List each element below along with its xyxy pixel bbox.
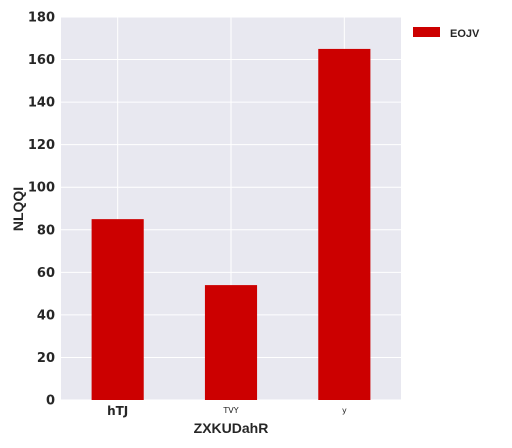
bars xyxy=(91,48,371,401)
y-tick-label: 180 xyxy=(28,11,55,26)
bar-hTJ xyxy=(91,219,144,400)
legend: EOJV xyxy=(413,27,480,40)
y-tick-label: 140 xyxy=(28,96,55,111)
y-axis-label: NLQQI xyxy=(10,187,26,231)
y-tick-label: 100 xyxy=(28,181,55,196)
x-tick-labels: hTJ TVY y xyxy=(107,404,347,418)
bar-TVY xyxy=(204,285,258,400)
y-tick-label: 120 xyxy=(28,138,55,153)
bar-y xyxy=(318,48,371,401)
x-tick-label: TVY xyxy=(222,406,238,415)
y-tick-label: 60 xyxy=(37,266,55,281)
legend-label: EOJV xyxy=(450,28,480,40)
y-tick-label: 160 xyxy=(28,53,55,68)
x-tick-label: y xyxy=(342,406,347,415)
legend-swatch xyxy=(413,27,440,37)
x-tick-label: hTJ xyxy=(107,404,128,418)
y-tick-label: 0 xyxy=(46,394,55,409)
y-tick-labels: 0 20 40 60 80 100 120 140 160 180 xyxy=(28,11,55,409)
y-tick-label: 80 xyxy=(37,223,55,238)
x-axis-label: ZXKUDahR xyxy=(194,420,269,436)
y-tick-label: 40 xyxy=(37,308,55,323)
y-tick-label: 20 xyxy=(37,351,55,366)
